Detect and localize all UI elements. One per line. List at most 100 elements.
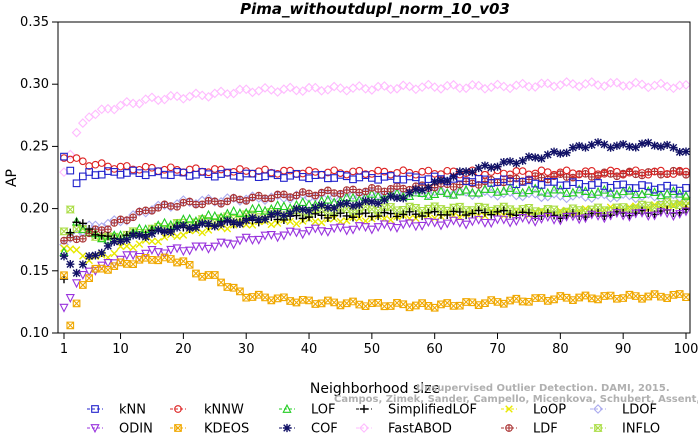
data-point (354, 222, 364, 232)
data-point (292, 191, 301, 200)
x-tick-label: 100 (674, 342, 698, 357)
data-point (198, 200, 207, 209)
data-point (556, 149, 565, 158)
data-point (398, 80, 409, 91)
y-tick-label: 0.20 (20, 202, 49, 217)
data-point (574, 215, 584, 225)
data-point (330, 189, 339, 197)
data-point (91, 160, 100, 169)
data-point (637, 79, 647, 90)
data-point (172, 91, 182, 102)
data-point (399, 194, 408, 203)
data-point (216, 219, 226, 229)
data-point (430, 218, 440, 228)
data-point (210, 242, 220, 252)
data-point (229, 218, 238, 227)
data-point (481, 170, 489, 179)
data-point (650, 141, 659, 150)
data-point (71, 279, 82, 289)
data-point (242, 167, 251, 175)
legend-marker (593, 424, 603, 432)
data-point (649, 187, 660, 197)
legend-item-ldf: LDF (501, 422, 558, 434)
data-point (349, 185, 357, 194)
data-point (411, 210, 420, 219)
data-point (505, 210, 515, 219)
data-point (236, 165, 244, 173)
data-point (210, 210, 220, 220)
data-point (360, 223, 371, 233)
data-point (348, 192, 358, 202)
data-point (235, 219, 245, 228)
data-point (122, 251, 132, 261)
data-point (525, 297, 533, 306)
data-point (104, 162, 112, 171)
data-point (342, 211, 351, 221)
legend-marker (90, 424, 100, 434)
y-tick-label: 0.10 (20, 326, 49, 341)
data-point (429, 82, 440, 92)
data-point (72, 179, 81, 188)
data-point (335, 223, 346, 233)
data-point (235, 236, 245, 246)
data-point (480, 218, 490, 228)
data-point (575, 293, 584, 302)
data-point (386, 222, 396, 232)
data-point (505, 182, 515, 192)
data-point (348, 201, 358, 211)
data-point (462, 298, 470, 306)
data-point (165, 90, 176, 101)
x-tick-label: 30 (238, 342, 255, 357)
data-point (606, 211, 616, 221)
data-point (178, 247, 188, 257)
data-point (66, 166, 75, 175)
watermark-line-2: Campos, Zimek, Sander, Campello, Micenko… (334, 394, 698, 405)
data-point (59, 303, 69, 313)
data-point (474, 163, 483, 173)
data-point (305, 189, 313, 198)
data-point (361, 196, 370, 206)
data-point (329, 81, 340, 92)
data-point (505, 218, 515, 228)
data-point (185, 246, 195, 256)
data-point (424, 208, 433, 217)
data-point (342, 199, 351, 208)
data-point (355, 166, 364, 175)
data-point (330, 211, 339, 220)
data-point (612, 189, 622, 199)
data-point (455, 180, 464, 189)
data-point (355, 300, 364, 309)
data-point (449, 172, 458, 181)
data-point (518, 167, 527, 175)
data-point (656, 190, 666, 200)
data-point (436, 185, 446, 195)
data-point (280, 166, 288, 175)
data-point (267, 194, 276, 203)
data-point (587, 166, 596, 175)
data-point (467, 79, 478, 90)
data-point (568, 143, 578, 152)
data-point (455, 218, 465, 228)
data-point (97, 159, 106, 167)
data-point (455, 207, 464, 217)
data-point (367, 197, 376, 206)
data-point (121, 97, 132, 107)
data-point (492, 186, 503, 196)
data-point (518, 297, 527, 306)
data-point (78, 157, 87, 166)
legend-label: LOF (311, 403, 336, 418)
data-point (473, 80, 484, 91)
data-point (612, 77, 622, 88)
data-point (223, 169, 232, 177)
data-point (437, 300, 445, 309)
data-point (386, 209, 395, 218)
data-point (204, 219, 213, 228)
data-point (91, 171, 100, 179)
data-point (481, 299, 489, 308)
data-point (129, 260, 137, 269)
data-point (537, 173, 546, 182)
data-point (198, 167, 207, 176)
data-point (60, 152, 68, 161)
data-point (454, 83, 465, 93)
data-point (261, 165, 269, 174)
